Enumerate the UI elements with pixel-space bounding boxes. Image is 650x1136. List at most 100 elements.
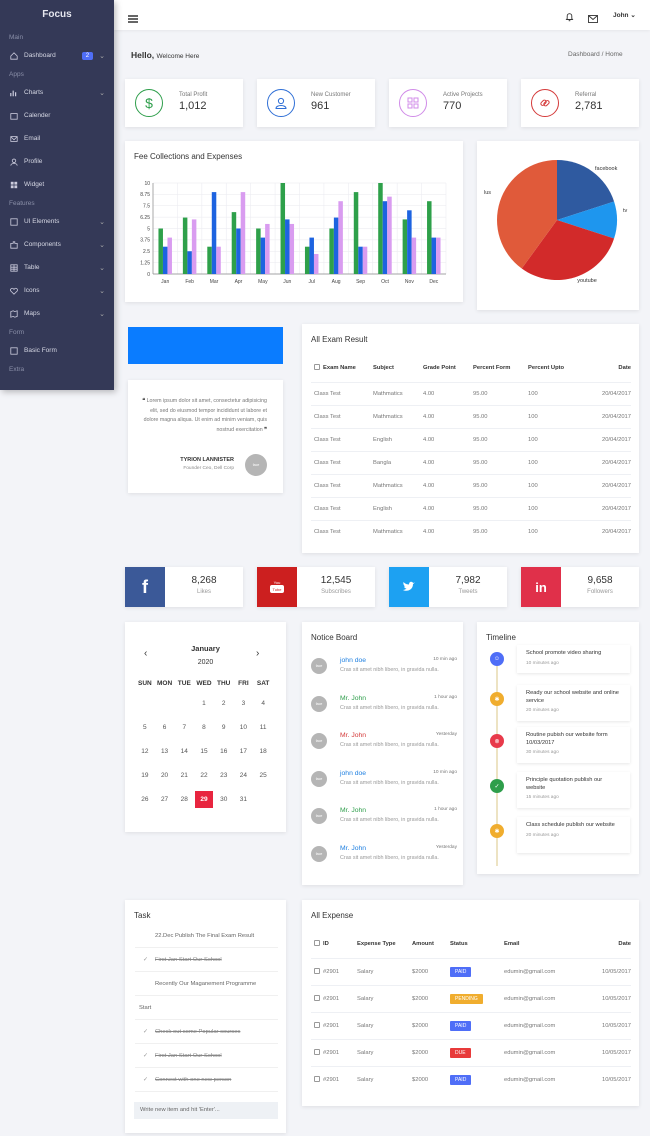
bar[interactable] <box>162 246 168 274</box>
calendar-day[interactable]: 28 <box>180 796 188 803</box>
hamburger-menu-icon[interactable] <box>128 10 138 23</box>
calendar-day[interactable]: 27 <box>160 796 169 803</box>
pie-slice[interactable] <box>557 201 617 239</box>
timeline-item[interactable]: School promote video sharing 10 minutes a… <box>517 645 630 673</box>
calendar-day[interactable]: 21 <box>180 772 188 779</box>
calendar-day[interactable]: 16 <box>220 748 228 755</box>
check-icon[interactable]: ✓ <box>143 957 149 963</box>
check-icon[interactable]: ✓ <box>143 1029 149 1035</box>
bar[interactable] <box>382 201 388 274</box>
row-checkbox[interactable] <box>314 1049 320 1055</box>
bar[interactable] <box>211 192 217 274</box>
bar[interactable] <box>256 228 261 275</box>
notice-author[interactable]: john doe <box>340 769 367 777</box>
brand-logo[interactable]: Focus <box>42 9 72 20</box>
notice-item[interactable]: face Mr. John Yesterday Cras sit amet nibh … <box>311 843 457 879</box>
column-header[interactable]: Percent Form <box>473 364 511 371</box>
column-header[interactable]: Email <box>504 940 520 947</box>
sidebar-item-basic-form[interactable]: Basic Form <box>0 339 114 362</box>
notice-author[interactable]: Mr. John <box>340 807 367 814</box>
select-all-checkbox[interactable] <box>314 364 320 371</box>
column-header[interactable]: Status <box>450 940 468 947</box>
timeline-item[interactable]: Routine pubish our website form 10/03/20… <box>517 727 630 763</box>
pie-slice[interactable] <box>557 160 615 220</box>
bar[interactable] <box>231 212 237 274</box>
sidebar-item-dashboard[interactable]: Dashboard 2 ⌄ <box>0 44 114 67</box>
table-row[interactable]: Class Test Mathmatics 4.00 95.00 100 20/04/20… <box>311 473 631 497</box>
column-header[interactable]: Date <box>618 364 631 371</box>
bar[interactable] <box>362 246 368 274</box>
calendar-day[interactable]: 31 <box>239 796 248 803</box>
bar[interactable] <box>333 217 339 274</box>
bar[interactable] <box>285 219 290 274</box>
sidebar-item-email[interactable]: Email <box>0 127 114 150</box>
table-row[interactable]: Class Test English 4.00 95.00 100 20/04/2017 <box>311 496 631 520</box>
column-header[interactable]: Percent Upto <box>528 364 565 371</box>
table-row[interactable]: Class Test Mathmatics 4.00 95.00 100 20/04/20… <box>311 381 631 405</box>
bar[interactable] <box>236 228 241 275</box>
table-row[interactable]: #2901 Salary $2000 PAID edumin@gmail.com 10/0… <box>311 1065 631 1093</box>
task-item[interactable]: ✓ Check out some Popular courses <box>135 1020 278 1044</box>
row-checkbox[interactable] <box>314 995 320 1001</box>
row-checkbox[interactable] <box>314 968 320 974</box>
sidebar-item-icons[interactable]: Icons ⌄ <box>0 279 114 302</box>
bell-icon[interactable] <box>565 9 574 27</box>
bar[interactable] <box>289 223 295 274</box>
calendar-day[interactable]: 24 <box>239 772 248 779</box>
bar[interactable] <box>265 223 270 274</box>
calendar-prev-button[interactable]: ‹ <box>144 648 148 659</box>
bar[interactable] <box>304 246 310 274</box>
column-header[interactable]: Amount <box>412 940 434 947</box>
notice-author[interactable]: Mr. John <box>340 732 367 739</box>
task-item[interactable]: Recently Our Maganement Programme <box>135 972 278 996</box>
calendar-day[interactable]: 26 <box>141 796 149 803</box>
bar[interactable] <box>353 192 359 274</box>
calendar-next-button[interactable]: › <box>256 648 260 659</box>
bar[interactable] <box>378 183 383 274</box>
table-row[interactable]: Class Test Mathmatics 4.00 95.00 100 20/04/20… <box>311 404 631 428</box>
calendar-day[interactable]: 15 <box>200 748 208 755</box>
calendar-day[interactable]: 10 <box>239 724 248 731</box>
row-checkbox[interactable] <box>314 1076 320 1083</box>
calendar-day[interactable]: 30 <box>220 796 228 803</box>
column-header[interactable]: Exam Name <box>311 354 373 382</box>
notice-item[interactable]: face Mr. John 1 hour ago Cras sit amet nibh… <box>311 693 457 729</box>
sidebar-item-calender[interactable]: Calender <box>0 104 114 127</box>
timeline-item[interactable]: Ready our school website and online serv… <box>517 685 630 721</box>
bar[interactable] <box>240 192 246 274</box>
notice-item[interactable]: face Mr. John 1 hour ago Cras sit amet nibh… <box>311 805 457 841</box>
notice-author[interactable]: john doe <box>340 657 367 664</box>
column-header[interactable]: Date <box>618 940 631 947</box>
notice-item[interactable]: face john doe 10 min ago Cras sit amet nibh… <box>311 768 457 804</box>
bar[interactable] <box>182 217 188 274</box>
check-icon[interactable]: ✓ <box>143 1053 149 1059</box>
bar[interactable] <box>260 237 266 274</box>
calendar-day[interactable]: 22 <box>200 772 208 779</box>
bar[interactable] <box>216 246 221 274</box>
bar[interactable] <box>167 237 172 274</box>
calendar-day[interactable]: 19 <box>141 772 149 779</box>
calendar-day[interactable]: 23 <box>220 772 228 779</box>
sidebar-item-widget[interactable]: Widget <box>0 173 114 196</box>
calendar-day[interactable]: 12 <box>141 748 149 755</box>
calendar-day[interactable]: 5 <box>143 724 147 731</box>
table-row[interactable]: Class Test Mathmatics 4.00 95.00 100 20/04/20… <box>311 519 631 543</box>
bar[interactable] <box>338 201 343 274</box>
user-menu[interactable]: John ⌄ <box>613 11 636 19</box>
table-row[interactable]: #2901 Salary $2000 PENDING edumin@gmail.com 1… <box>311 984 631 1012</box>
bar[interactable] <box>411 237 417 274</box>
calendar-day[interactable]: 1 <box>202 700 206 707</box>
bar[interactable] <box>207 246 212 274</box>
bar[interactable] <box>329 228 334 275</box>
calendar-day[interactable]: 20 <box>160 772 169 779</box>
bar[interactable] <box>427 201 432 274</box>
table-row[interactable]: Class Test Bangla 4.00 95.00 100 20/04/2017 <box>311 450 631 474</box>
timeline-item[interactable]: Principle quotation publish our website 1… <box>517 772 630 808</box>
timeline-item[interactable]: Class schedule publish our website 20 min… <box>517 817 630 853</box>
calendar-day[interactable]: 29 <box>195 791 213 808</box>
sidebar-item-ui-elements[interactable]: UI Elements ⌄ <box>0 210 114 233</box>
calendar-day[interactable]: 14 <box>180 748 188 755</box>
calendar-day[interactable]: 7 <box>182 724 187 731</box>
row-checkbox[interactable] <box>314 1022 320 1028</box>
bar[interactable] <box>280 183 286 274</box>
